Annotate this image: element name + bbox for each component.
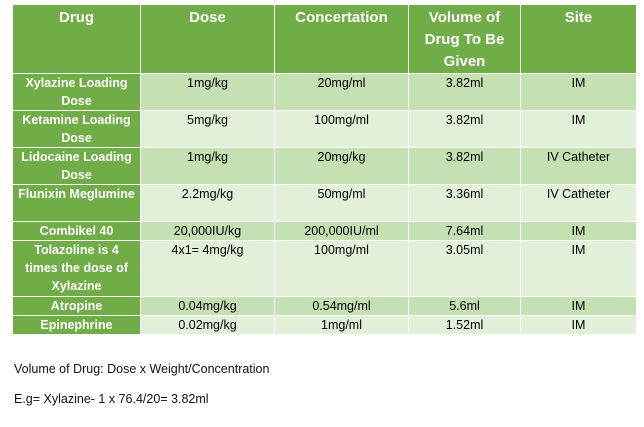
table-row: Ketamine Loading Dose 5mg/kg 100mg/ml 3.… (12, 110, 637, 148)
dose-cell: 2.2mg/kg (140, 184, 275, 222)
volume-cell: 5.6ml (408, 296, 521, 316)
site-cell: IV Catheter (520, 147, 637, 185)
drug-dosage-table: Drug Dose Concertation Volume of Drug To… (12, 4, 637, 335)
drug-name-cell: Ketamine Loading Dose (12, 110, 141, 148)
header-dose: Dose (140, 4, 275, 74)
concentration-cell: 200,000IU/ml (274, 221, 409, 241)
volume-cell: 3.82ml (408, 73, 521, 111)
formula-note: Volume of Drug: Dose x Weight/Concentrat… (14, 362, 270, 376)
site-cell: IM (520, 73, 637, 111)
site-cell: IV Catheter (520, 184, 637, 222)
site-cell: IM (520, 296, 637, 316)
dose-cell: 1mg/kg (140, 147, 275, 185)
concentration-cell: 20mg/kg (274, 147, 409, 185)
dose-cell: 5mg/kg (140, 110, 275, 148)
table-row: Combikel 40 20,000IU/kg 200,000IU/ml 7.6… (12, 221, 637, 241)
site-cell: IM (520, 221, 637, 241)
dose-cell: 4x1= 4mg/kg (140, 240, 275, 297)
example-note: E.g= Xylazine- 1 x 76.4/20= 3.82ml (14, 392, 209, 406)
dose-cell: 0.02mg/kg (140, 315, 275, 335)
site-cell: IM (520, 315, 637, 335)
header-concentration: Concertation (274, 4, 409, 74)
table-row: Epinephrine 0.02mg/kg 1mg/ml 1.52ml IM (12, 315, 637, 335)
concentration-cell: 0.54mg/ml (274, 296, 409, 316)
concentration-cell: 50mg/ml (274, 184, 409, 222)
volume-cell: 3.82ml (408, 147, 521, 185)
volume-cell: 1.52ml (408, 315, 521, 335)
header-site: Site (520, 4, 637, 74)
concentration-cell: 100mg/ml (274, 240, 409, 297)
header-drug: Drug (12, 4, 141, 74)
dose-cell: 20,000IU/kg (140, 221, 275, 241)
table-row: Tolazoline is 4 times the dose of Xylazi… (12, 240, 637, 297)
table-row: Lidocaine Loading Dose 1mg/kg 20mg/kg 3.… (12, 147, 637, 185)
concentration-cell: 100mg/ml (274, 110, 409, 148)
table-row: Atropine 0.04mg/kg 0.54mg/ml 5.6ml IM (12, 296, 637, 316)
drug-name-cell: Lidocaine Loading Dose (12, 147, 141, 185)
volume-cell: 3.36ml (408, 184, 521, 222)
drug-name-cell: Xylazine Loading Dose (12, 73, 141, 111)
header-volume: Volume of Drug To Be Given (408, 4, 521, 74)
site-cell: IM (520, 240, 637, 297)
volume-cell: 7.64ml (408, 221, 521, 241)
concentration-cell: 1mg/ml (274, 315, 409, 335)
drug-name-cell: Epinephrine (12, 315, 141, 335)
volume-cell: 3.05ml (408, 240, 521, 297)
table-header-row: Drug Dose Concertation Volume of Drug To… (12, 4, 637, 74)
drug-dosage-sheet: Drug Dose Concertation Volume of Drug To… (12, 4, 637, 335)
table-row: Xylazine Loading Dose 1mg/kg 20mg/ml 3.8… (12, 73, 637, 111)
drug-name-cell: Tolazoline is 4 times the dose of Xylazi… (12, 240, 141, 297)
dose-cell: 0.04mg/kg (140, 296, 275, 316)
drug-name-cell: Flunixin Meglumine (12, 184, 141, 222)
table-row: Flunixin Meglumine 2.2mg/kg 50mg/ml 3.36… (12, 184, 637, 222)
drug-name-cell: Atropine (12, 296, 141, 316)
drug-name-cell: Combikel 40 (12, 221, 141, 241)
site-cell: IM (520, 110, 637, 148)
volume-cell: 3.82ml (408, 110, 521, 148)
concentration-cell: 20mg/ml (274, 73, 409, 111)
dose-cell: 1mg/kg (140, 73, 275, 111)
